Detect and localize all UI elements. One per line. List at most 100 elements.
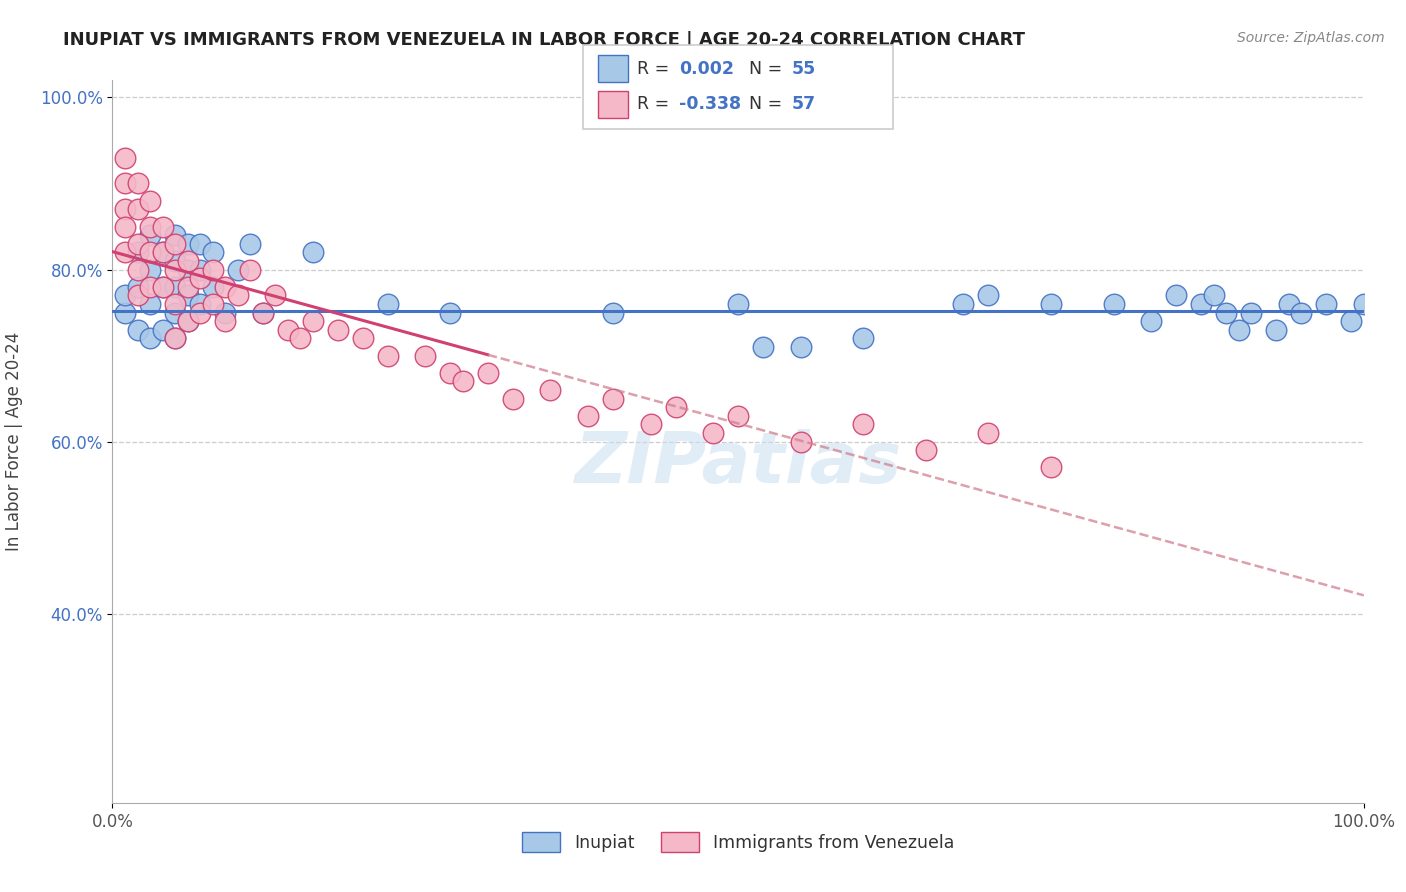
Point [1140, 314, 1163, 328]
Point [252, 305, 274, 319]
Point [139, 194, 162, 208]
Point [977, 425, 1000, 440]
Text: R =: R = [637, 60, 675, 78]
Point [1227, 323, 1250, 337]
Point [952, 297, 974, 311]
Point [239, 262, 262, 277]
Point [188, 297, 211, 311]
Point [163, 297, 186, 311]
Point [727, 409, 749, 423]
Point [264, 288, 287, 302]
Point [301, 314, 323, 328]
Point [114, 219, 136, 234]
Point [1202, 288, 1225, 302]
Point [127, 279, 149, 293]
Point [301, 245, 323, 260]
Point [176, 236, 198, 251]
Point [152, 245, 174, 260]
Text: 57: 57 [792, 95, 815, 113]
Point [163, 331, 186, 345]
Point [752, 340, 775, 354]
Text: 55: 55 [792, 60, 815, 78]
Point [790, 340, 813, 354]
Point [139, 262, 162, 277]
Point [413, 349, 436, 363]
Point [326, 323, 349, 337]
Point [139, 219, 162, 234]
Point [640, 417, 662, 432]
Point [226, 262, 249, 277]
Point [201, 245, 224, 260]
Text: INUPIAT VS IMMIGRANTS FROM VENEZUELA IN LABOR FORCE | AGE 20-24 CORRELATION CHAR: INUPIAT VS IMMIGRANTS FROM VENEZUELA IN … [63, 31, 1025, 49]
Point [127, 323, 149, 337]
Point [1164, 288, 1187, 302]
Point [188, 271, 211, 285]
Point [201, 297, 224, 311]
Point [1240, 305, 1263, 319]
Point [252, 305, 274, 319]
Point [114, 305, 136, 319]
Point [127, 245, 149, 260]
Text: R =: R = [637, 95, 675, 113]
Point [214, 314, 236, 328]
Point [114, 202, 136, 217]
Point [1315, 297, 1337, 311]
Point [201, 279, 224, 293]
Point [290, 331, 312, 345]
Point [1215, 305, 1237, 319]
Point [852, 417, 875, 432]
Point [127, 177, 149, 191]
Point [163, 236, 186, 251]
Point [176, 253, 198, 268]
Point [152, 323, 174, 337]
Text: Source: ZipAtlas.com: Source: ZipAtlas.com [1237, 31, 1385, 45]
Legend: Inupiat, Immigrants from Venezuela: Inupiat, Immigrants from Venezuela [515, 825, 962, 859]
Point [602, 305, 624, 319]
Point [176, 314, 198, 328]
Point [152, 279, 174, 293]
Point [852, 331, 875, 345]
Point [451, 375, 474, 389]
Point [352, 331, 374, 345]
Point [377, 297, 399, 311]
Y-axis label: In Labor Force | Age 20-24: In Labor Force | Age 20-24 [6, 332, 22, 551]
Point [163, 331, 186, 345]
Point [188, 262, 211, 277]
Point [538, 383, 561, 397]
Point [114, 288, 136, 302]
Point [790, 434, 813, 449]
Text: 0.002: 0.002 [679, 60, 734, 78]
Point [277, 323, 299, 337]
Point [114, 177, 136, 191]
Point [1278, 297, 1301, 311]
Point [188, 236, 211, 251]
Point [127, 202, 149, 217]
Point [127, 262, 149, 277]
Point [152, 245, 174, 260]
Point [114, 245, 136, 260]
Point [576, 409, 599, 423]
Point [1353, 297, 1375, 311]
Point [1265, 323, 1288, 337]
Point [201, 262, 224, 277]
Text: N =: N = [749, 95, 789, 113]
Text: ZIPatlas: ZIPatlas [575, 429, 901, 498]
Point [188, 305, 211, 319]
Text: -0.338: -0.338 [679, 95, 741, 113]
Point [727, 297, 749, 311]
Point [127, 288, 149, 302]
Point [139, 279, 162, 293]
Point [139, 331, 162, 345]
Point [477, 366, 499, 380]
Point [152, 279, 174, 293]
Point [152, 219, 174, 234]
Point [377, 349, 399, 363]
Point [226, 288, 249, 302]
Point [163, 305, 186, 319]
Point [139, 245, 162, 260]
Point [1291, 305, 1313, 319]
Point [127, 236, 149, 251]
Point [439, 305, 461, 319]
Point [163, 262, 186, 277]
Point [915, 443, 938, 458]
